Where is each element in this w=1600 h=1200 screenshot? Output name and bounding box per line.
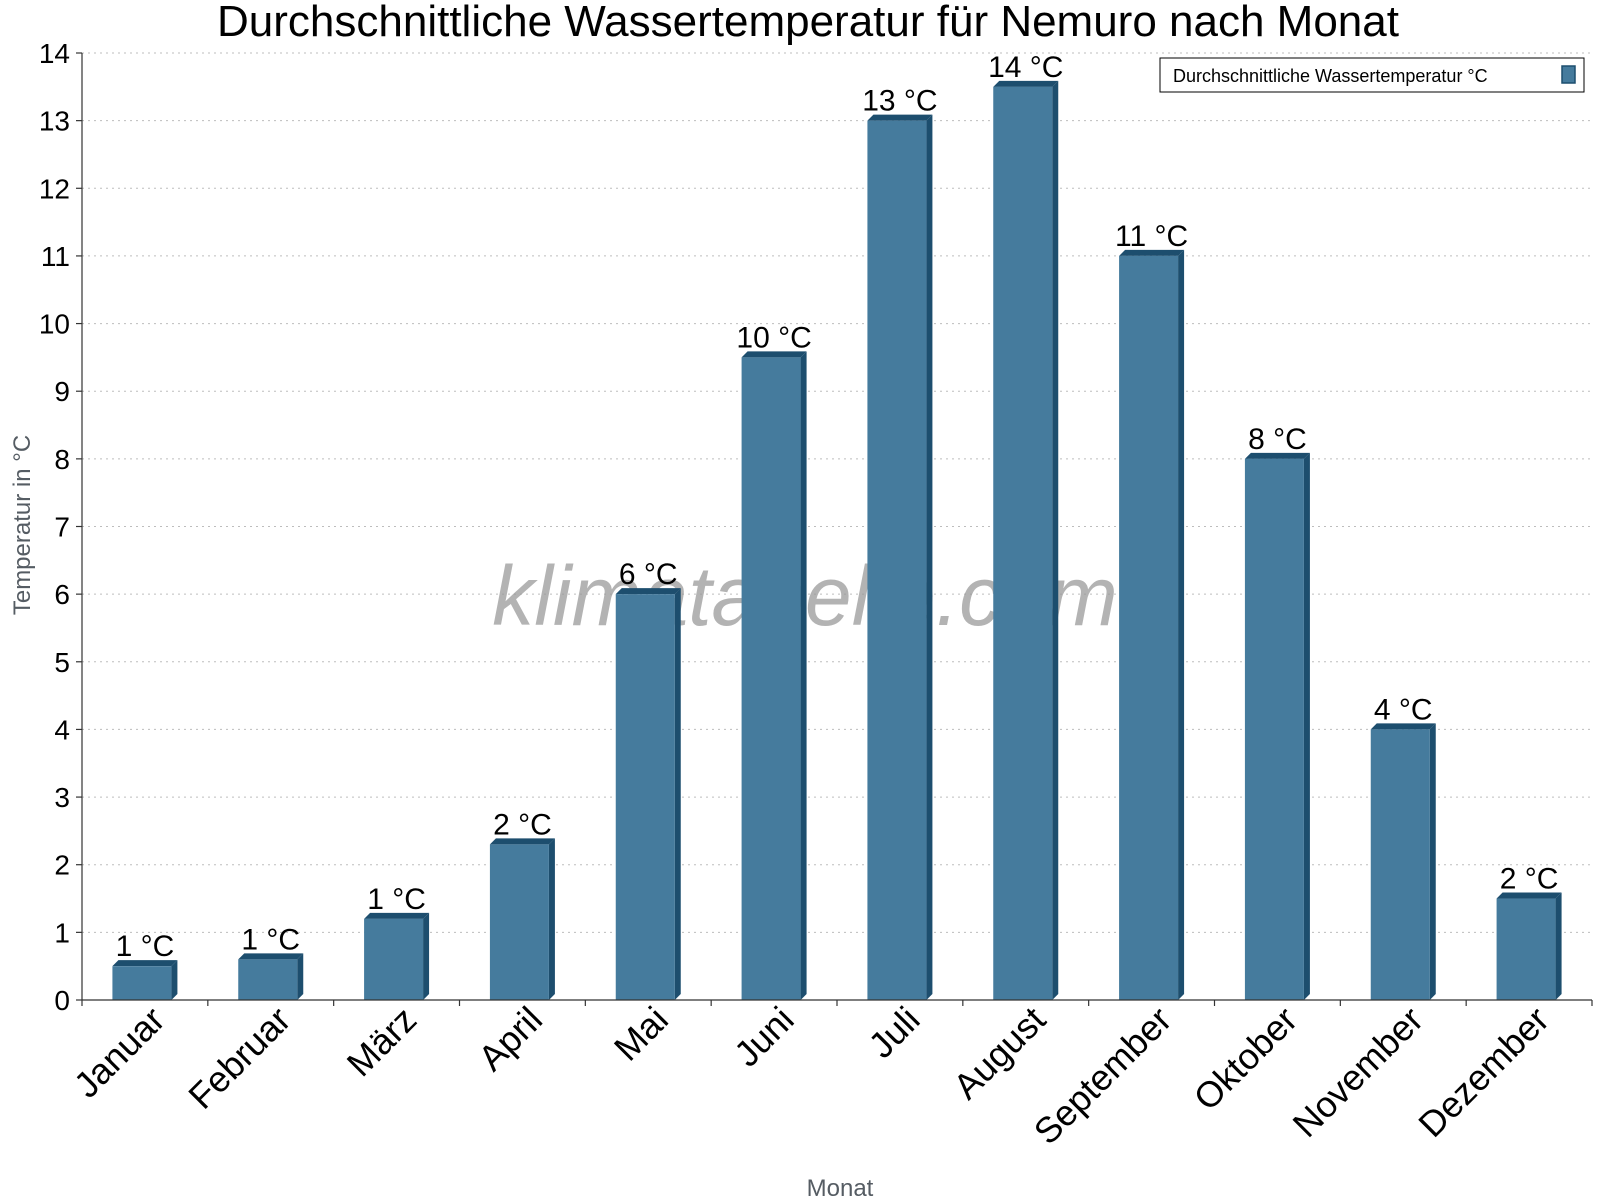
bar-side xyxy=(1052,80,1059,1001)
x-tick-label: Mai xyxy=(606,999,676,1069)
bar-top xyxy=(1496,892,1562,899)
bar-top xyxy=(867,114,933,121)
data-label: 1 °C xyxy=(116,930,175,963)
y-tick-label: 13 xyxy=(39,106,70,137)
y-tick-label: 14 xyxy=(39,38,70,69)
bar-top xyxy=(364,912,430,919)
x-tick-label: November xyxy=(1284,999,1430,1145)
y-tick-label: 11 xyxy=(41,241,70,272)
y-tick-label: 9 xyxy=(54,376,70,407)
x-tick-label: Juli xyxy=(860,999,927,1066)
y-tick-label: 12 xyxy=(39,173,70,204)
bar-top xyxy=(1244,452,1310,459)
legend-swatch xyxy=(1561,65,1576,84)
y-tick-label: 4 xyxy=(54,714,70,745)
bar-top xyxy=(1370,723,1436,730)
data-label: 10 °C xyxy=(736,321,811,354)
bar-top xyxy=(112,960,178,967)
data-label: 2 °C xyxy=(1500,863,1559,896)
x-tick-label: Juni xyxy=(726,999,802,1075)
data-label: 1 °C xyxy=(241,923,300,956)
data-label: 11 °C xyxy=(1115,220,1188,253)
bar xyxy=(238,959,298,1000)
legend-label: Durchschnittliche Wassertemperatur °C xyxy=(1173,66,1488,86)
y-tick-label: 8 xyxy=(54,444,70,475)
bar xyxy=(1119,255,1179,1000)
bar-side xyxy=(1429,723,1436,1000)
x-tick-label: Dezember xyxy=(1410,999,1556,1145)
x-axis-title: Monat xyxy=(807,1175,874,1200)
x-tick-label: Februar xyxy=(180,999,298,1117)
y-tick-label: 5 xyxy=(54,647,70,678)
y-tick-label: 3 xyxy=(54,782,70,813)
bar-side xyxy=(674,588,681,1000)
x-tick-label: August xyxy=(945,999,1053,1107)
bar-top xyxy=(1119,249,1185,256)
bar xyxy=(867,120,927,1000)
bar-side xyxy=(800,351,807,1001)
bar-top xyxy=(489,838,555,845)
data-label: 2 °C xyxy=(493,808,552,841)
bar xyxy=(112,966,172,1000)
data-label: 4 °C xyxy=(1374,693,1433,726)
y-tick-label: 2 xyxy=(54,850,70,881)
data-label: 1 °C xyxy=(367,883,426,916)
y-tick-label: 6 xyxy=(54,579,70,610)
y-tick-label: 10 xyxy=(39,309,70,340)
bar xyxy=(615,594,675,1000)
x-tick-label: Januar xyxy=(66,999,173,1106)
bar-side xyxy=(297,953,304,1000)
bar xyxy=(741,357,801,1001)
bar-side xyxy=(1303,452,1310,1000)
bar xyxy=(1496,898,1556,1000)
chart-title: Durchschnittliche Wassertemperatur für N… xyxy=(217,0,1399,46)
grid-lines xyxy=(82,52,1592,933)
legend: Durchschnittliche Wassertemperatur °C xyxy=(1159,57,1585,93)
x-tick-label: April xyxy=(470,999,550,1079)
bar xyxy=(1244,458,1304,1000)
bar xyxy=(489,844,549,1000)
bar xyxy=(364,918,424,1000)
bar-side xyxy=(548,838,555,1000)
data-label: 6 °C xyxy=(619,558,678,591)
bar-top xyxy=(238,953,304,960)
bar-side xyxy=(1555,892,1562,1000)
data-label: 8 °C xyxy=(1248,423,1307,456)
y-axis-title: Temperatur in °C xyxy=(9,435,36,615)
bar xyxy=(1370,729,1430,1000)
bar-side xyxy=(423,912,430,1000)
y-tick-label: 0 xyxy=(54,985,70,1016)
bar xyxy=(993,86,1053,1001)
data-labels: 1 °C 1 °C 1 °C 2 °C 6 °C 10 °C 13 °C 14 °C 11 °C… xyxy=(116,51,1559,963)
y-tick-label: 1 xyxy=(54,917,70,948)
bar-side xyxy=(1178,249,1185,1000)
x-tick-label: September xyxy=(1026,999,1180,1153)
bars xyxy=(112,80,1562,1001)
x-tick-label: Oktober xyxy=(1186,999,1306,1119)
bar-side xyxy=(171,960,178,1000)
bar-top xyxy=(993,80,1059,87)
data-label: 13 °C xyxy=(862,85,937,118)
x-tick-label: März xyxy=(339,999,425,1085)
data-label: 14 °C xyxy=(988,51,1063,84)
bar-side xyxy=(926,114,933,1000)
legend-box xyxy=(1159,57,1585,93)
bar-top xyxy=(741,351,807,358)
bar-top xyxy=(615,588,681,595)
y-tick-label: 7 xyxy=(54,512,70,543)
